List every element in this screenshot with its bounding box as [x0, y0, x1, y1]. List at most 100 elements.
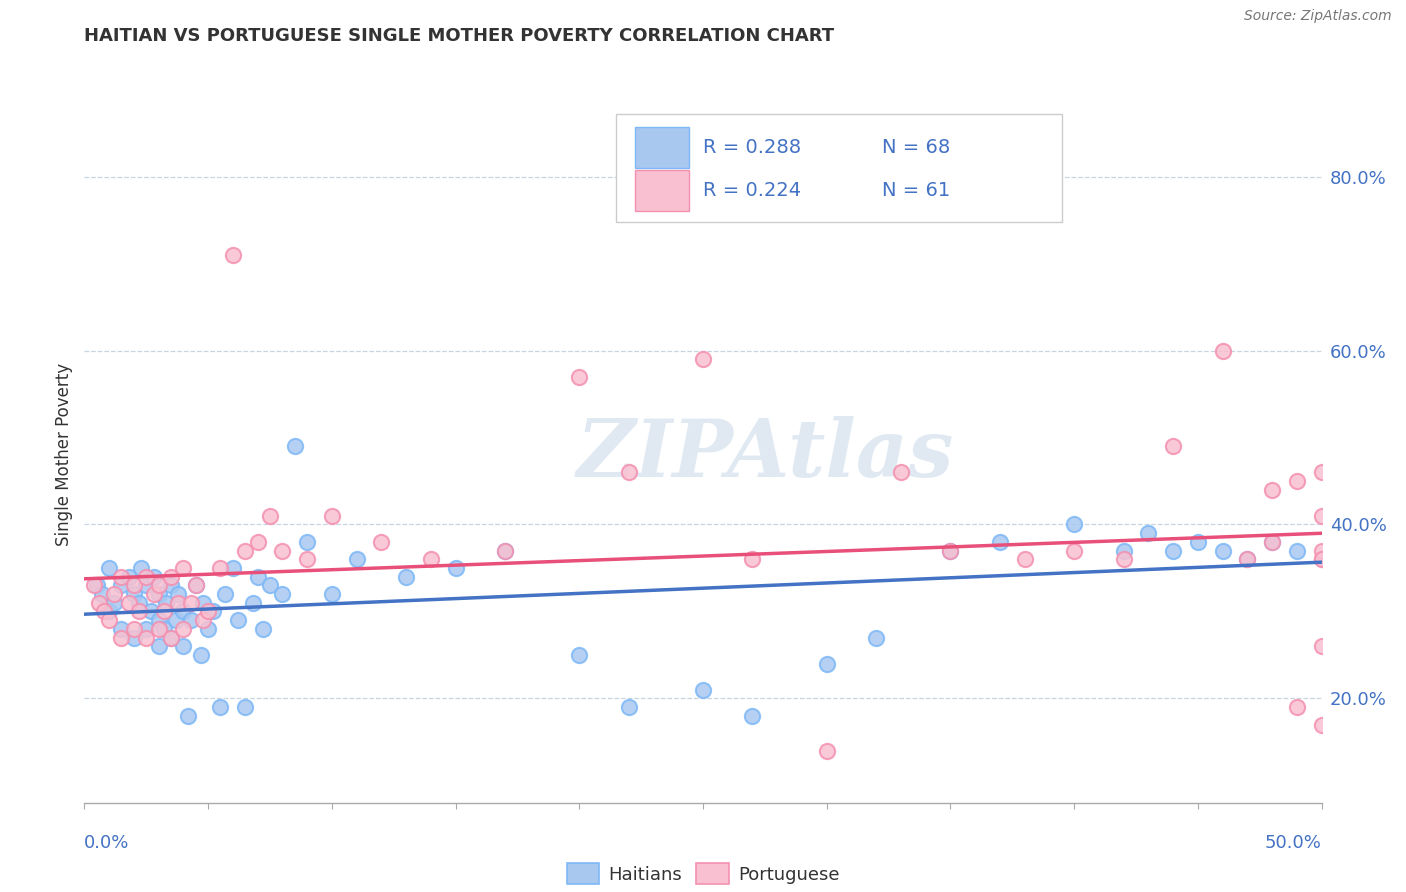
Point — [103, 596, 125, 610]
Point — [815, 657, 838, 671]
Y-axis label: Single Mother Poverty: Single Mother Poverty — [55, 363, 73, 547]
Point — [568, 369, 591, 384]
FancyBboxPatch shape — [636, 127, 689, 168]
Point — [865, 631, 887, 645]
Point — [83, 578, 105, 592]
Point — [233, 543, 256, 558]
Point — [1112, 543, 1135, 558]
Text: N = 68: N = 68 — [883, 137, 950, 157]
Point — [1236, 552, 1258, 566]
Point — [118, 570, 141, 584]
Point — [271, 543, 294, 558]
Point — [321, 587, 343, 601]
Point — [172, 622, 194, 636]
Point — [346, 552, 368, 566]
Point — [180, 596, 202, 610]
Point — [494, 543, 516, 558]
Point — [1310, 639, 1333, 653]
Point — [1161, 543, 1184, 558]
Point — [1112, 552, 1135, 566]
Point — [160, 631, 183, 645]
Point — [214, 587, 236, 601]
Point — [222, 561, 245, 575]
Text: N = 61: N = 61 — [883, 181, 950, 201]
Point — [741, 708, 763, 723]
Point — [890, 466, 912, 480]
Point — [148, 613, 170, 627]
Point — [148, 639, 170, 653]
Text: Source: ZipAtlas.com: Source: ZipAtlas.com — [1244, 9, 1392, 23]
Point — [177, 708, 200, 723]
Point — [167, 596, 190, 610]
Point — [98, 605, 121, 619]
Point — [148, 578, 170, 592]
Point — [180, 613, 202, 627]
Point — [370, 534, 392, 549]
Point — [122, 622, 145, 636]
Point — [148, 622, 170, 636]
Point — [172, 639, 194, 653]
Point — [148, 587, 170, 601]
Point — [122, 578, 145, 592]
Point — [1310, 543, 1333, 558]
Point — [1063, 543, 1085, 558]
Point — [321, 508, 343, 523]
Point — [110, 570, 132, 584]
Point — [1063, 517, 1085, 532]
Point — [1261, 483, 1284, 497]
Point — [1310, 508, 1333, 523]
Point — [190, 648, 212, 662]
Point — [103, 587, 125, 601]
Point — [141, 605, 163, 619]
Text: 50.0%: 50.0% — [1265, 834, 1322, 852]
Point — [617, 466, 640, 480]
Legend: Haitians, Portuguese: Haitians, Portuguese — [560, 856, 846, 891]
Point — [122, 587, 145, 601]
Point — [184, 578, 207, 592]
Point — [129, 561, 152, 575]
Point — [242, 596, 264, 610]
Point — [494, 543, 516, 558]
Point — [152, 605, 174, 619]
Point — [1236, 552, 1258, 566]
Point — [135, 570, 157, 584]
Point — [617, 700, 640, 714]
Point — [1285, 474, 1308, 488]
Point — [1187, 534, 1209, 549]
Point — [1310, 552, 1333, 566]
Point — [1285, 700, 1308, 714]
Point — [1014, 552, 1036, 566]
Text: R = 0.224: R = 0.224 — [703, 181, 801, 201]
Point — [568, 648, 591, 662]
Point — [741, 552, 763, 566]
Point — [172, 561, 194, 575]
Point — [1161, 439, 1184, 453]
Point — [815, 744, 838, 758]
Point — [152, 622, 174, 636]
Point — [419, 552, 441, 566]
Point — [209, 700, 232, 714]
Point — [135, 622, 157, 636]
Point — [259, 508, 281, 523]
Text: HAITIAN VS PORTUGUESE SINGLE MOTHER POVERTY CORRELATION CHART: HAITIAN VS PORTUGUESE SINGLE MOTHER POVE… — [84, 27, 835, 45]
Point — [197, 605, 219, 619]
Point — [142, 570, 165, 584]
Point — [90, 587, 112, 601]
Point — [1212, 343, 1234, 358]
Point — [1137, 526, 1160, 541]
Point — [155, 596, 177, 610]
Point — [98, 561, 121, 575]
Point — [395, 570, 418, 584]
Point — [184, 578, 207, 592]
Point — [93, 605, 115, 619]
Point — [233, 700, 256, 714]
Point — [271, 587, 294, 601]
Point — [1310, 717, 1333, 731]
FancyBboxPatch shape — [616, 114, 1062, 222]
Point — [1285, 543, 1308, 558]
Text: 0.0%: 0.0% — [84, 834, 129, 852]
Point — [191, 613, 214, 627]
Text: ZIPAtlas: ZIPAtlas — [576, 417, 953, 493]
Point — [1310, 466, 1333, 480]
Point — [1261, 534, 1284, 549]
